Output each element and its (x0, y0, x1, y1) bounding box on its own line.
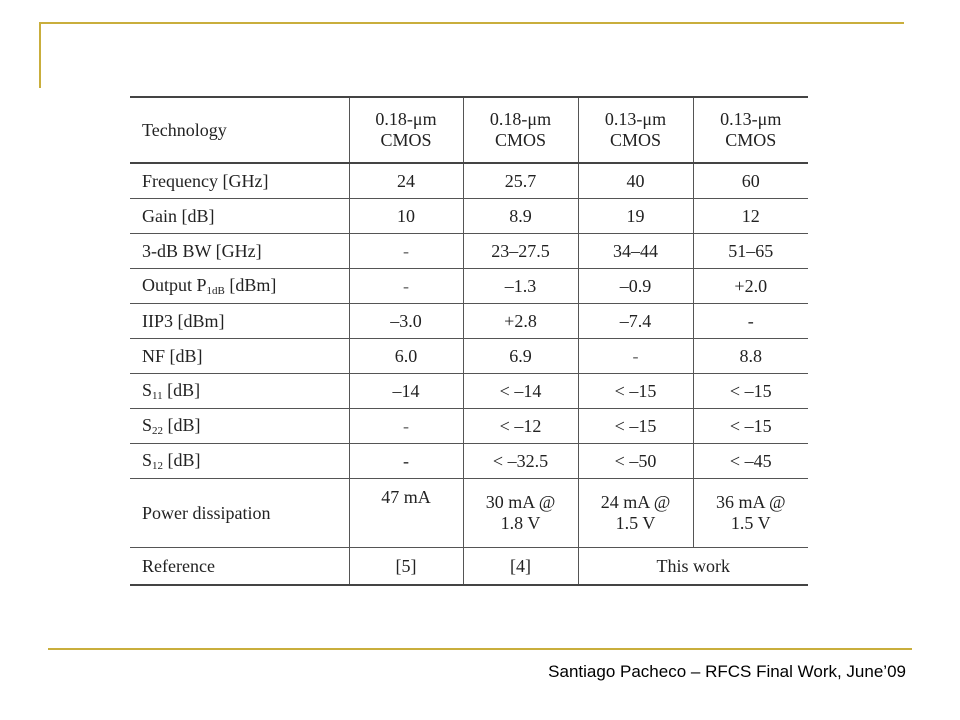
table-cell: +2.8 (462, 303, 578, 339)
table-cell: 19 (577, 198, 693, 234)
table-row: S12 [dB] - < –32.5 < –50 < –45 (130, 443, 808, 479)
comparison-table: Technology 0.18-μm CMOS 0.18-μm CMOS 0.13-… (130, 96, 808, 586)
table-row: IIP3 [dBm] –3.0 +2.8 –7.4 - (130, 303, 808, 339)
table-cell: < –14 (462, 373, 578, 409)
table-cell: 24 (348, 163, 463, 199)
table-cell: < –15 (577, 373, 693, 409)
table-cell: 23–27.5 (462, 233, 578, 269)
frame-bottom-rule (48, 648, 912, 650)
row-label: S22 [dB] (130, 408, 349, 444)
table-cell: < –12 (462, 408, 578, 444)
table-cell: < –15 (692, 408, 808, 444)
table-row-reference: Reference [5] [4] This work (130, 547, 808, 586)
table-cell: < –32.5 (462, 443, 578, 479)
row-label: S12 [dB] (130, 443, 349, 479)
table-header-row: Technology 0.18-μm CMOS 0.18-μm CMOS 0.13-… (130, 96, 808, 164)
table-row-power: Power dissipation 47 mA 30 mA @1.8 V 24 … (130, 478, 808, 548)
table-cell: –0.9 (577, 268, 693, 304)
frame-top-rule (39, 22, 904, 24)
row-label: Output P1dB [dBm] (130, 268, 349, 304)
table-cell: This work (577, 547, 808, 586)
table-row: Gain [dB] 10 8.9 19 12 (130, 198, 808, 234)
table-cell: - (348, 443, 463, 479)
table-row: S11 [dB] –14 < –14 < –15 < –15 (130, 373, 808, 409)
row-label: Power dissipation (130, 478, 349, 548)
table-cell: –1.3 (462, 268, 578, 304)
row-label: NF [dB] (130, 338, 349, 374)
table-cell: - (692, 303, 808, 339)
table-cell: 10 (348, 198, 463, 234)
table-cell: 34–44 (577, 233, 693, 269)
slide-footer: Santiago Pacheco – RFCS Final Work, June… (548, 662, 906, 681)
table-cell: < –15 (577, 408, 693, 444)
table-cell: 8.8 (692, 338, 808, 374)
table-cell: < –15 (692, 373, 808, 409)
row-label: Reference (130, 547, 349, 586)
table-cell: 30 mA @1.8 V (462, 478, 578, 548)
table-cell: 60 (692, 163, 808, 199)
row-label: IIP3 [dBm] (130, 303, 349, 339)
table-cell: –14 (348, 373, 463, 409)
table-cell: - (348, 233, 463, 269)
table-cell: 47 mA (348, 478, 463, 548)
table-cell: +2.0 (692, 268, 808, 304)
table-cell: –3.0 (348, 303, 463, 339)
header-cell: 0.18-μm CMOS (462, 96, 578, 164)
row-label: S11 [dB] (130, 373, 349, 409)
comparison-table-container: Technology 0.18-μm CMOS 0.18-μm CMOS 0.13-… (130, 96, 808, 586)
table-cell: < –50 (577, 443, 693, 479)
table-cell: - (348, 408, 463, 444)
table-cell: [5] (348, 547, 463, 586)
table-cell: 51–65 (692, 233, 808, 269)
header-cell: 0.18-μm CMOS (348, 96, 463, 164)
table-cell: 40 (577, 163, 693, 199)
table-cell: 25.7 (462, 163, 578, 199)
table-cell: [4] (462, 547, 578, 586)
table-cell: 36 mA @1.5 V (692, 478, 808, 548)
header-cell: 0.13-μm CMOS (692, 96, 808, 164)
table-cell: 8.9 (462, 198, 578, 234)
table-cell: - (577, 338, 693, 374)
row-label: Frequency [GHz] (130, 163, 349, 199)
frame-left-rule (39, 22, 41, 88)
header-cell: 0.13-μm CMOS (577, 96, 693, 164)
header-label: Technology (130, 96, 349, 164)
table-cell: –7.4 (577, 303, 693, 339)
table-cell: 6.0 (348, 338, 463, 374)
table-row: Output P1dB [dBm] - –1.3 –0.9 +2.0 (130, 268, 808, 304)
row-label: 3-dB BW [GHz] (130, 233, 349, 269)
table-cell: 24 mA @1.5 V (577, 478, 693, 548)
table-row: 3-dB BW [GHz] - 23–27.5 34–44 51–65 (130, 233, 808, 269)
table-cell: 6.9 (462, 338, 578, 374)
table-row: Frequency [GHz] 24 25.7 40 60 (130, 163, 808, 199)
table-cell: < –45 (692, 443, 808, 479)
table-row: S22 [dB] - < –12 < –15 < –15 (130, 408, 808, 444)
row-label: Gain [dB] (130, 198, 349, 234)
table-row: NF [dB] 6.0 6.9 - 8.8 (130, 338, 808, 374)
table-cell: 12 (692, 198, 808, 234)
table-cell: - (348, 268, 463, 304)
